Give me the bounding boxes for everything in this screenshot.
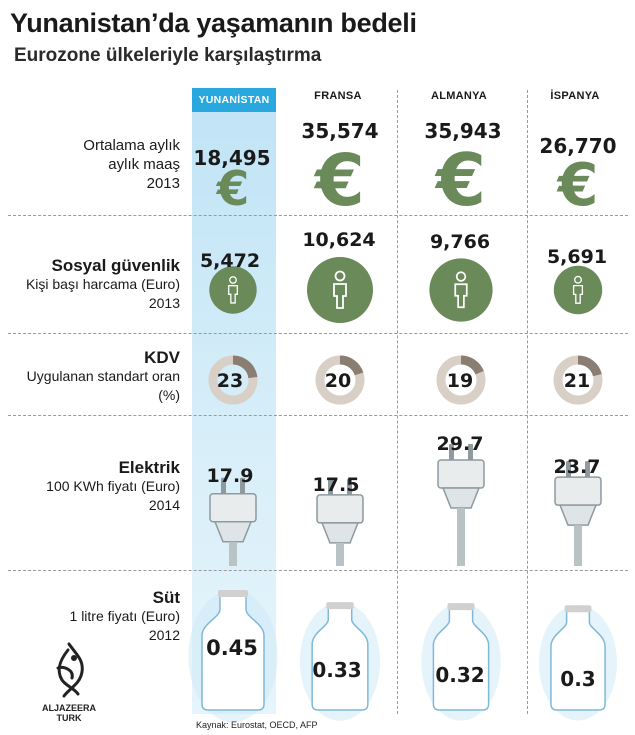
plug-cable — [457, 508, 465, 566]
person-icon — [454, 271, 468, 309]
person-icon — [333, 270, 347, 309]
logo-text: ALJAZEERA TURK — [41, 703, 96, 723]
electricity-value: 17.5 — [312, 474, 360, 496]
plug-head — [437, 459, 485, 489]
milk-value: 0.3 — [560, 667, 596, 691]
milk-bottle-icon — [311, 607, 369, 711]
milk-cap — [217, 590, 249, 597]
electricity-value: 23.7 — [553, 456, 601, 478]
chart-subtitle: Eurozone ülkeleriyle karşılaştırma — [14, 45, 322, 66]
salary-value: 35,943 — [424, 119, 502, 143]
euro-icon: € — [556, 151, 599, 219]
plug-head — [209, 493, 257, 523]
column-header-spain: İSPANYA — [550, 90, 600, 102]
donut-fill — [208, 355, 258, 405]
plug-prong — [585, 461, 590, 480]
donut-fill — [315, 355, 365, 405]
plug-head — [316, 494, 364, 524]
plug-cable — [574, 525, 582, 566]
plug-prong — [221, 477, 226, 496]
vat-value: 20 — [324, 370, 352, 392]
column-header-france: FRANSA — [314, 90, 362, 102]
plug-body — [320, 522, 360, 544]
milk-cap — [564, 605, 592, 613]
highlight-header — [192, 88, 276, 112]
column-header-greece: YUNANİSTAN — [198, 94, 270, 106]
social-circle — [209, 266, 257, 314]
chart-title: Yunanistan’da yaşamanın bedeli — [10, 8, 417, 38]
plug-body — [213, 521, 253, 543]
plug-cable — [229, 541, 237, 566]
salary-value: 26,770 — [539, 134, 617, 158]
vat-value: 21 — [563, 370, 591, 392]
person-icon — [228, 276, 238, 304]
plug-prong — [566, 461, 571, 480]
euro-icon: € — [434, 138, 486, 222]
plug-prong — [328, 478, 333, 497]
milk-value: 0.45 — [206, 636, 258, 660]
row-label-milk: Süt 1 litre fiyatı (Euro) 2012 — [69, 588, 180, 643]
milk-cap — [326, 602, 354, 610]
salary-value: 18,495 — [193, 146, 271, 170]
plug-cable — [336, 542, 344, 566]
plug-body — [558, 504, 598, 526]
column-divider — [397, 90, 398, 714]
source-note: Kaynak: Eurostat, OECD, AFP — [196, 720, 318, 730]
column-header-germany: ALMANYA — [430, 90, 488, 102]
row-divider — [8, 215, 628, 216]
row-label-vat: KDV Uygulanan standart oran (%) — [26, 348, 180, 403]
plug-prong — [347, 478, 352, 497]
row-divider — [8, 333, 628, 334]
social-value: 5,691 — [546, 246, 608, 268]
electricity-value: 17.9 — [206, 465, 254, 487]
euro-icon: € — [313, 139, 365, 222]
milk-value: 0.33 — [312, 658, 362, 682]
social-circle — [429, 258, 493, 322]
donut-fill — [553, 355, 603, 405]
milk-value: 0.32 — [435, 663, 485, 687]
social-value: 9,766 — [429, 231, 491, 253]
row-label-salary: Ortalama aylık aylık maaş 2013 — [83, 137, 180, 192]
row-divider — [8, 415, 628, 416]
milk-bottle-icon — [201, 595, 265, 711]
person-icon — [572, 275, 584, 304]
social-value: 5,472 — [199, 250, 261, 272]
donut-fill — [436, 355, 486, 405]
milk-bottle-icon — [432, 608, 490, 711]
plug-prong — [468, 444, 473, 462]
electricity-value: 29.7 — [436, 433, 484, 455]
vat-value: 23 — [216, 370, 244, 392]
row-label-electricity: Elektrik 100 KWh fiyatı (Euro) 2014 — [46, 458, 180, 513]
milk-cap — [447, 603, 475, 611]
social-circle — [553, 265, 603, 315]
plug-head — [554, 476, 602, 506]
salary-value: 35,574 — [301, 119, 379, 143]
social-circle — [307, 257, 373, 323]
row-label-social: Sosyal güvenlik Kişi başı harcama (Euro)… — [25, 256, 180, 311]
plug-prong — [449, 444, 454, 462]
milk-bottle-icon — [550, 610, 606, 711]
aljazeera-logo-icon — [56, 642, 84, 698]
euro-icon: € — [216, 163, 250, 217]
row-divider — [8, 570, 628, 571]
social-value: 10,624 — [302, 229, 376, 251]
vat-value: 19 — [446, 370, 474, 392]
plug-body — [441, 487, 481, 509]
column-divider — [527, 90, 528, 714]
plug-prong — [240, 477, 245, 496]
